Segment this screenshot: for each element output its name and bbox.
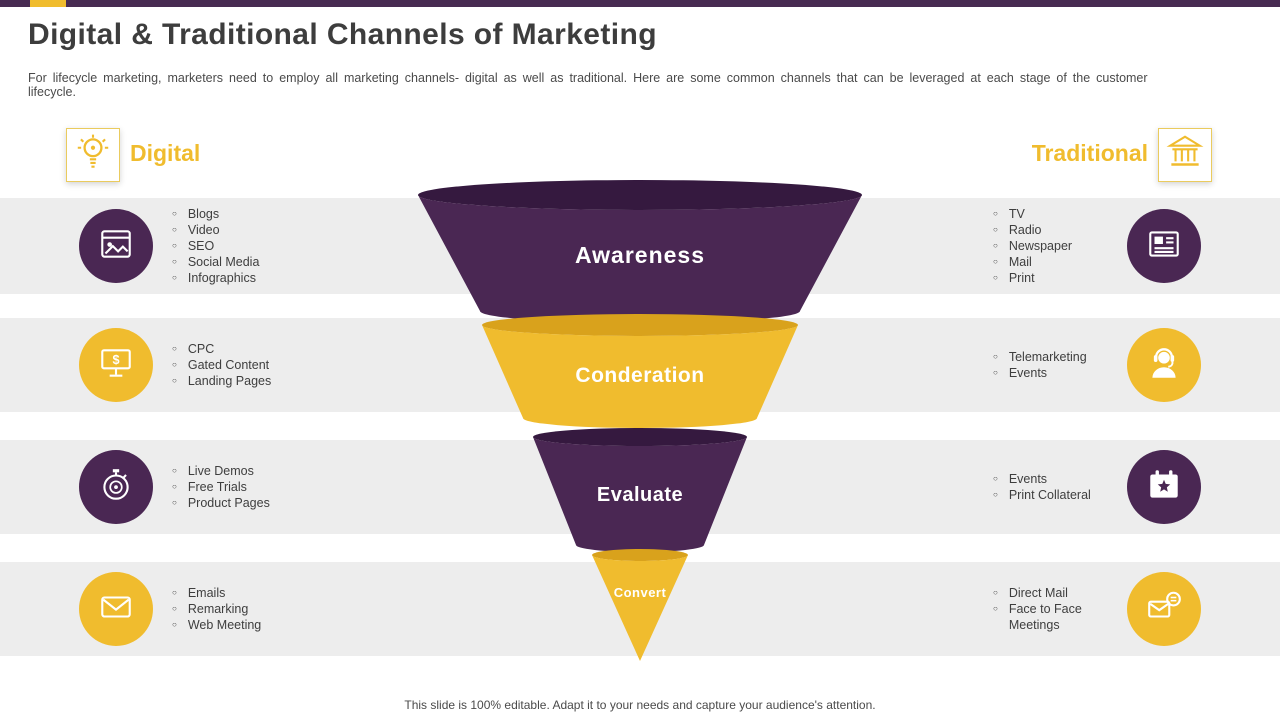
funnel-convert-body bbox=[592, 555, 688, 661]
list-item: Radio bbox=[993, 222, 1121, 238]
newspaper-icon-circle bbox=[1127, 209, 1201, 283]
calendar-star-icon bbox=[1145, 466, 1183, 509]
list-item: Remarking bbox=[172, 601, 387, 617]
envelope-icon bbox=[97, 588, 135, 631]
list-item: CPC bbox=[172, 341, 387, 357]
funnel-label-conderation: Conderation bbox=[575, 364, 704, 387]
funnel-convert-rim bbox=[592, 549, 688, 561]
event-calendar-icon-circle bbox=[1127, 450, 1201, 524]
list-item: Infographics bbox=[172, 270, 387, 286]
list-item: Free Trials bbox=[172, 479, 387, 495]
funnel-awareness-rim bbox=[418, 180, 862, 210]
telemarketer-headset-icon bbox=[1145, 344, 1183, 387]
digital-column-label: Digital bbox=[130, 140, 201, 166]
traditional-column-label: Traditional bbox=[1031, 140, 1148, 166]
list-item: Web Meeting bbox=[172, 617, 387, 633]
funnel-evaluate-rim bbox=[533, 428, 747, 446]
digital-content-icon bbox=[97, 225, 135, 268]
marketing-funnel: Awareness Conderation Evaluate Convert bbox=[418, 180, 862, 661]
page-title: Digital & Traditional Channels of Market… bbox=[28, 18, 657, 51]
digital-content-icon-circle bbox=[79, 209, 153, 283]
email-icon-circle bbox=[79, 572, 153, 646]
list-item: Social Media bbox=[172, 254, 387, 270]
list-item: Blogs bbox=[172, 206, 387, 222]
digital-bulb-icon bbox=[72, 132, 114, 179]
conderation-traditional-list: Telemarketing Events bbox=[993, 318, 1121, 412]
funnel-conderation-body bbox=[482, 325, 798, 428]
top-bar-accent bbox=[30, 0, 66, 7]
list-item: Face to Face Meetings bbox=[993, 601, 1121, 633]
demo-icon-circle bbox=[79, 450, 153, 524]
list-item: Live Demos bbox=[172, 463, 387, 479]
funnel-evaluate-body bbox=[533, 437, 747, 552]
direct-mail-icon-circle bbox=[1127, 572, 1201, 646]
list-item: Product Pages bbox=[172, 495, 387, 511]
list-item: TV bbox=[993, 206, 1121, 222]
evaluate-traditional-list: Events Print Collateral bbox=[993, 440, 1121, 534]
funnel-label-evaluate: Evaluate bbox=[597, 484, 683, 506]
list-item: Direct Mail bbox=[993, 585, 1121, 601]
funnel-label-awareness: Awareness bbox=[575, 242, 705, 268]
funnel-conderation-rim bbox=[482, 314, 798, 336]
traditional-chip bbox=[1158, 128, 1212, 182]
convert-traditional-list: Direct Mail Face to Face Meetings bbox=[993, 562, 1121, 656]
awareness-traditional-list: TV Radio Newspaper Mail Print bbox=[993, 198, 1121, 294]
telemarketer-icon-circle bbox=[1127, 328, 1201, 402]
footer-note: This slide is 100% editable. Adapt it to… bbox=[404, 698, 876, 712]
conderation-digital-list: CPC Gated Content Landing Pages bbox=[172, 318, 387, 412]
list-item: Telemarketing bbox=[993, 349, 1121, 365]
list-item: Newspaper bbox=[993, 238, 1121, 254]
page-subtitle: For lifecycle marketing, marketers need … bbox=[28, 71, 1148, 99]
list-item: SEO bbox=[172, 238, 387, 254]
list-item: Print Collateral bbox=[993, 487, 1121, 503]
funnel-label-convert: Convert bbox=[614, 585, 667, 600]
list-item: Print bbox=[993, 270, 1121, 286]
cpc-icon-circle: $ bbox=[79, 328, 153, 402]
top-bar bbox=[0, 0, 1280, 7]
awareness-digital-list: Blogs Video SEO Social Media Infographic… bbox=[172, 198, 387, 294]
list-item: Mail bbox=[993, 254, 1121, 270]
newspaper-icon bbox=[1145, 225, 1183, 268]
digital-chip bbox=[66, 128, 120, 182]
temple-icon bbox=[1164, 132, 1206, 179]
svg-text:$: $ bbox=[112, 353, 119, 367]
convert-digital-list: Emails Remarking Web Meeting bbox=[172, 562, 387, 656]
evaluate-digital-list: Live Demos Free Trials Product Pages bbox=[172, 440, 387, 534]
funnel-awareness-body bbox=[418, 195, 862, 323]
list-item: Video bbox=[172, 222, 387, 238]
list-item: Gated Content bbox=[172, 357, 387, 373]
stopwatch-target-icon bbox=[97, 466, 135, 509]
list-item: Events bbox=[993, 365, 1121, 381]
mail-chat-icon bbox=[1145, 588, 1183, 631]
list-item: Landing Pages bbox=[172, 373, 387, 389]
list-item: Events bbox=[993, 471, 1121, 487]
list-item: Emails bbox=[172, 585, 387, 601]
cpc-monitor-icon: $ bbox=[97, 344, 135, 387]
